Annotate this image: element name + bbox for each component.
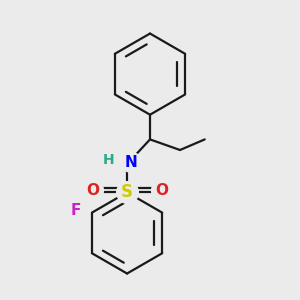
Text: O: O xyxy=(86,183,99,198)
Text: S: S xyxy=(121,183,133,201)
Text: N: N xyxy=(125,155,138,170)
Text: O: O xyxy=(155,183,168,198)
Text: F: F xyxy=(71,203,81,218)
Text: H: H xyxy=(103,153,115,167)
